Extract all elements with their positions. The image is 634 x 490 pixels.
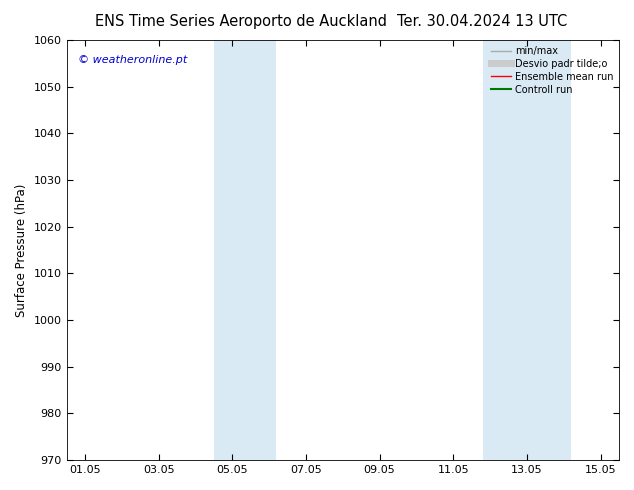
Text: Ter. 30.04.2024 13 UTC: Ter. 30.04.2024 13 UTC xyxy=(397,14,567,29)
Legend: min/max, Desvio padr tilde;o, Ensemble mean run, Controll run: min/max, Desvio padr tilde;o, Ensemble m… xyxy=(488,42,617,98)
Bar xyxy=(214,40,276,460)
Text: © weatheronline.pt: © weatheronline.pt xyxy=(77,55,187,65)
Y-axis label: Surface Pressure (hPa): Surface Pressure (hPa) xyxy=(15,183,28,317)
Bar xyxy=(482,40,571,460)
Text: ENS Time Series Aeroporto de Auckland: ENS Time Series Aeroporto de Auckland xyxy=(95,14,387,29)
